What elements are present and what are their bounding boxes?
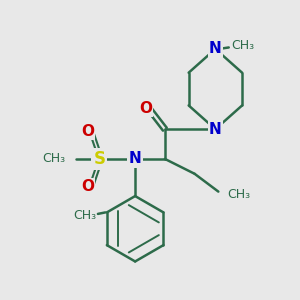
Text: O: O [139,101,152,116]
Text: N: N [209,41,222,56]
Text: CH₃: CH₃ [73,209,96,222]
Text: O: O [81,179,94,194]
Text: CH₃: CH₃ [227,188,250,201]
Text: O: O [81,124,94,139]
Text: N: N [129,152,142,166]
Text: N: N [209,122,222,137]
Text: CH₃: CH₃ [232,40,255,52]
Text: CH₃: CH₃ [42,152,65,165]
Text: S: S [94,150,106,168]
